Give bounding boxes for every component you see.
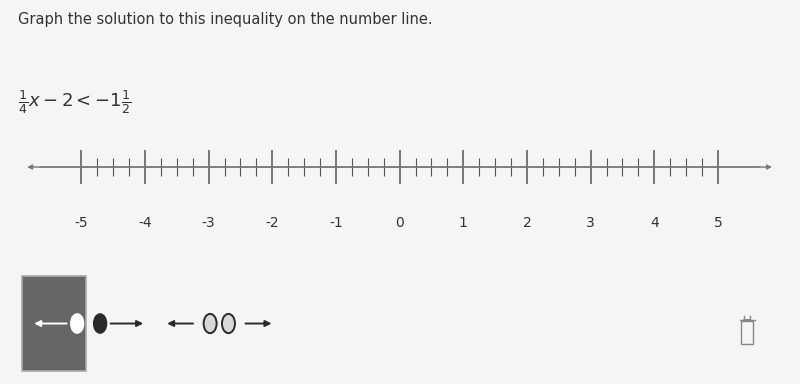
Text: -2: -2 [266, 216, 279, 230]
Text: -5: -5 [74, 216, 88, 230]
Text: -4: -4 [138, 216, 152, 230]
Text: 0: 0 [395, 216, 404, 230]
Text: -1: -1 [329, 216, 343, 230]
Text: $\frac{1}{4}x - 2 < -1\frac{1}{2}$: $\frac{1}{4}x - 2 < -1\frac{1}{2}$ [18, 88, 130, 116]
FancyBboxPatch shape [22, 276, 86, 371]
Circle shape [70, 314, 84, 333]
Bar [741, 321, 754, 344]
Text: 2: 2 [522, 216, 531, 230]
Circle shape [204, 314, 217, 333]
Circle shape [222, 314, 235, 333]
Text: 3: 3 [586, 216, 595, 230]
Text: -3: -3 [202, 216, 215, 230]
Text: 5: 5 [714, 216, 722, 230]
Text: 4: 4 [650, 216, 658, 230]
Text: 1: 1 [459, 216, 468, 230]
Circle shape [94, 314, 106, 333]
Text: Graph the solution to this inequality on the number line.: Graph the solution to this inequality on… [18, 12, 432, 26]
